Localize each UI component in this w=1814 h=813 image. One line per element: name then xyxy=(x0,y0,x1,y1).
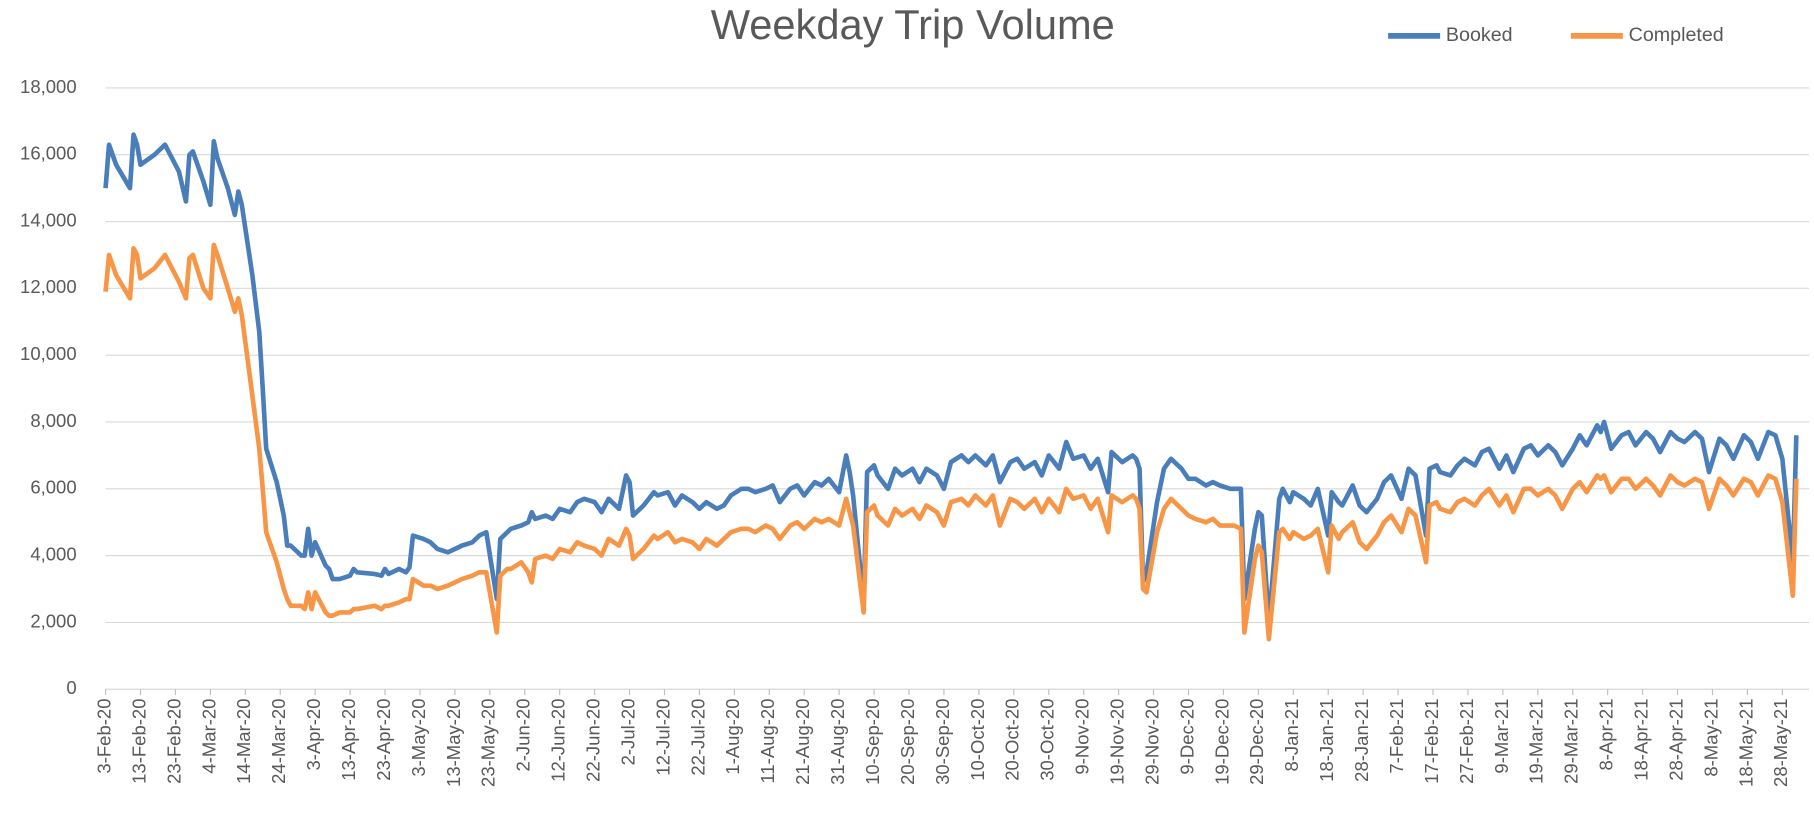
x-tick-label: 19-Mar-21 xyxy=(1526,699,1547,784)
x-tick-label: 19-Nov-20 xyxy=(1107,699,1128,785)
y-tick-label: 2,000 xyxy=(30,610,76,631)
x-tick-label: 9-Nov-20 xyxy=(1072,699,1093,775)
x-tick-label: 24-Mar-20 xyxy=(268,699,289,784)
x-tick-label: 30-Sep-20 xyxy=(932,699,953,785)
data-line xyxy=(103,242,1799,642)
x-tick-label: 23-May-20 xyxy=(478,699,499,787)
x-tick-label: 20-Oct-20 xyxy=(1002,699,1023,781)
x-tick-label: 13-Apr-20 xyxy=(338,699,359,781)
x-tick-label: 10-Sep-20 xyxy=(862,699,883,785)
y-tick-label: 12,000 xyxy=(20,276,77,297)
x-tick-label: 14-Mar-20 xyxy=(233,699,254,784)
x-tick-label: 29-Mar-21 xyxy=(1561,699,1582,784)
x-tick-label: 9-Mar-21 xyxy=(1491,699,1512,774)
x-tick-label: 27-Feb-21 xyxy=(1456,699,1477,784)
data-line xyxy=(103,132,1799,625)
x-tick-label: 23-Feb-20 xyxy=(163,699,184,784)
x-tick-label: 29-Nov-20 xyxy=(1141,699,1162,785)
x-tick-label: 10-Oct-20 xyxy=(967,699,988,781)
x-tick-label: 30-Oct-20 xyxy=(1037,699,1058,781)
x-tick-label: 7-Feb-21 xyxy=(1386,699,1407,774)
x-tick-label: 2-Jun-20 xyxy=(513,699,534,772)
y-tick-label: 0 xyxy=(66,677,76,698)
x-tick-label: 1-Aug-20 xyxy=(722,699,743,775)
chart-title: Weekday Trip Volume xyxy=(711,1,1115,48)
y-tick-label: 4,000 xyxy=(30,544,76,565)
x-tick-label: 28-Jan-21 xyxy=(1351,699,1372,782)
x-tick-label: 2-Jul-20 xyxy=(617,699,638,766)
y-tick-label: 18,000 xyxy=(20,76,77,97)
x-tick-label: 18-Jan-21 xyxy=(1316,699,1337,782)
x-tick-label: 9-Dec-20 xyxy=(1176,699,1197,775)
legend-label: Booked xyxy=(1446,24,1513,46)
x-tick-label: 31-Aug-20 xyxy=(827,699,848,785)
x-tick-label: 18-Apr-21 xyxy=(1630,699,1651,781)
y-tick-label: 8,000 xyxy=(30,410,76,431)
x-tick-label: 23-Apr-20 xyxy=(373,699,394,781)
x-tick-label: 3-May-20 xyxy=(408,699,429,777)
y-tick-label: 6,000 xyxy=(30,477,76,498)
x-tick-label: 13-Feb-20 xyxy=(128,699,149,784)
x-tick-label: 13-May-20 xyxy=(443,699,464,787)
x-tick-label: 28-Apr-21 xyxy=(1665,699,1686,781)
x-tick-label: 17-Feb-21 xyxy=(1421,699,1442,784)
x-tick-label: 8-Apr-21 xyxy=(1596,699,1617,771)
y-tick-label: 14,000 xyxy=(20,209,77,230)
x-tick-label: 12-Jun-20 xyxy=(548,699,569,782)
y-tick-label: 10,000 xyxy=(20,343,77,364)
x-tick-label: 3-Feb-20 xyxy=(93,699,114,774)
x-tick-label: 22-Jun-20 xyxy=(583,699,604,782)
x-tick-label: 3-Apr-20 xyxy=(303,699,324,771)
x-tick-label: 4-Mar-20 xyxy=(198,699,219,774)
x-tick-label: 8-May-21 xyxy=(1700,699,1721,777)
x-tick-label: 29-Dec-20 xyxy=(1246,699,1267,785)
x-tick-label: 21-Aug-20 xyxy=(792,699,813,785)
x-tick-label: 11-Aug-20 xyxy=(757,699,778,784)
x-tick-label: 19-Dec-20 xyxy=(1211,699,1232,785)
x-tick-label: 28-May-21 xyxy=(1770,699,1791,787)
x-tick-label: 20-Sep-20 xyxy=(897,699,918,785)
y-tick-label: 16,000 xyxy=(20,143,77,164)
x-tick-label: 12-Jul-20 xyxy=(652,699,673,776)
x-tick-label: 8-Jan-21 xyxy=(1281,699,1302,772)
x-tick-label: 22-Jul-20 xyxy=(687,699,708,776)
legend-label: Completed xyxy=(1629,24,1724,46)
x-tick-label: 18-May-21 xyxy=(1735,699,1756,787)
